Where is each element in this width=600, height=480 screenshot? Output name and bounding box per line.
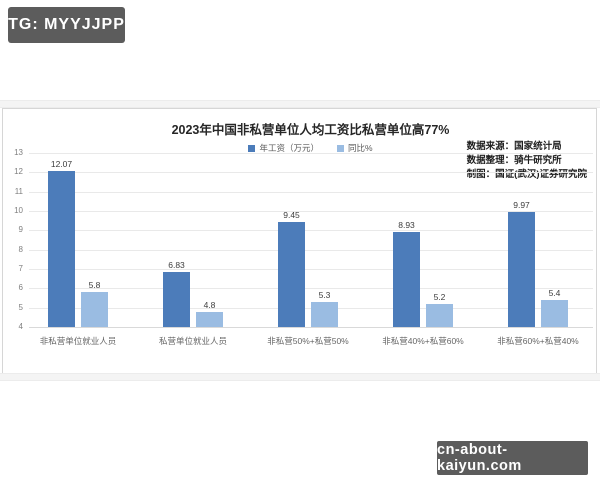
bar-salary-3: 9.45 <box>278 210 305 327</box>
bottom-divider-strip <box>0 373 600 381</box>
top-divider-strip <box>0 100 600 108</box>
gridline-y-6 <box>29 288 593 290</box>
gridline-y-11 <box>29 191 593 193</box>
gridline-y-8 <box>29 249 593 251</box>
bar-yoy-2: 4.8 <box>196 300 223 327</box>
bar-group-2: 6.83 4.8 <box>163 260 223 327</box>
watermark-badge-top-label: TG: MYYJJPP <box>8 16 125 33</box>
bar-group-3: 9.45 5.3 <box>278 210 338 327</box>
y-axis-tick-4: 4 <box>18 322 23 331</box>
watermark-badge-bottom-label: cn-about-kaiyun.com <box>437 442 522 474</box>
chart-card: 2023年中国非私营单位人均工资比私营单位高77% 年工资（万元） 同比% 数据… <box>2 108 597 374</box>
bar-salary-2: 6.83 <box>163 260 190 327</box>
bar-yoy-1: 5.8 <box>81 280 108 327</box>
y-axis-tick-8: 8 <box>18 244 23 254</box>
gridline-y-7 <box>29 269 593 270</box>
gridline-y-12 <box>29 172 593 174</box>
x-axis-category-label-3: 非私营50%+私营50% <box>267 336 349 346</box>
legend-label-yoy: 同比% <box>347 143 373 153</box>
bar-value-label: 5.2 <box>433 291 446 302</box>
y-axis-tick-9: 9 <box>18 225 23 235</box>
x-axis-category-label-2: 私营单位就业人员 <box>158 336 227 346</box>
bar-value-label: 5.3 <box>318 289 331 300</box>
bar-value-label: 6.83 <box>168 260 185 271</box>
watermark-badge-top: TG: MYYJJPP <box>8 7 125 43</box>
x-axis-category-label-5: 非私营60%+私营40% <box>497 336 579 346</box>
bar-group-4: 8.93 5.2 <box>393 220 453 327</box>
x-axis-category-label-4: 非私营40%+私营60% <box>382 336 464 346</box>
gridline-y-10 <box>29 211 593 212</box>
bar-value-label: 5.8 <box>88 280 101 291</box>
legend-item-salary: 年工资（万元） <box>248 142 319 154</box>
bar-yoy-5: 5.4 <box>541 288 568 327</box>
bar-value-label: 12.07 <box>50 158 73 169</box>
source-block: 数据来源：国家统计局 数据整理：骑牛研究所 制图：国证(武汉)证券研究院 <box>467 140 587 182</box>
watermark-badge-bottom: cn-about-kaiyun.com <box>437 441 588 475</box>
gridline-y-9 <box>29 230 593 232</box>
bar-yoy-4: 5.2 <box>426 292 453 327</box>
legend-label-salary: 年工资（万元） <box>259 143 319 153</box>
gridline-y-13 <box>29 153 593 154</box>
bar-yoy-3: 5.3 <box>311 290 338 327</box>
y-axis-tick-12: 12 <box>14 167 23 177</box>
x-axis-category-label-1: 非私营单位就业人员 <box>39 336 117 346</box>
bar-group-5: 9.97 5.4 <box>508 200 568 327</box>
bar-value-label: 5.4 <box>548 287 561 298</box>
source-line-data-source: 数据来源：国家统计局 <box>466 141 562 152</box>
plot-area: 4 5 6 7 8 9 10 11 12 13 12.07 5.8 非私营单位就业人员 6.83 4.8 私营… <box>3 109 598 375</box>
y-axis-tick-11: 11 <box>14 186 23 196</box>
legend-item-yoy: 同比% <box>336 142 373 154</box>
legend-marker-salary-icon <box>248 144 256 152</box>
chart-legend: 年工资（万元） 同比% <box>29 142 592 154</box>
y-axis-tick-5: 5 <box>18 302 23 312</box>
chart-title: 2023年中国非私营单位人均工资比私营单位高77% <box>171 123 450 137</box>
bar-value-label: 8.93 <box>398 219 415 230</box>
bar-value-label: 9.97 <box>513 199 530 210</box>
bar-group-1: 12.07 5.8 <box>48 159 108 327</box>
source-line-chart-maker: 制图：国证(武汉)证券研究院 <box>466 169 587 180</box>
y-axis-tick-6: 6 <box>18 283 23 293</box>
gridline-y-4 <box>29 327 593 328</box>
bar-salary-4: 8.93 <box>393 220 420 327</box>
y-axis-tick-10: 10 <box>14 206 23 215</box>
bar-value-label: 4.8 <box>203 299 216 310</box>
source-line-data-compiler: 数据整理：骑牛研究所 <box>466 155 562 166</box>
bar-salary-1: 12.07 <box>48 159 75 327</box>
y-axis-tick-7: 7 <box>18 264 23 273</box>
legend-marker-yoy-icon <box>336 144 344 152</box>
y-axis-tick-13: 13 <box>14 148 23 157</box>
bar-value-label: 9.45 <box>283 209 300 220</box>
bar-salary-5: 9.97 <box>508 200 535 327</box>
